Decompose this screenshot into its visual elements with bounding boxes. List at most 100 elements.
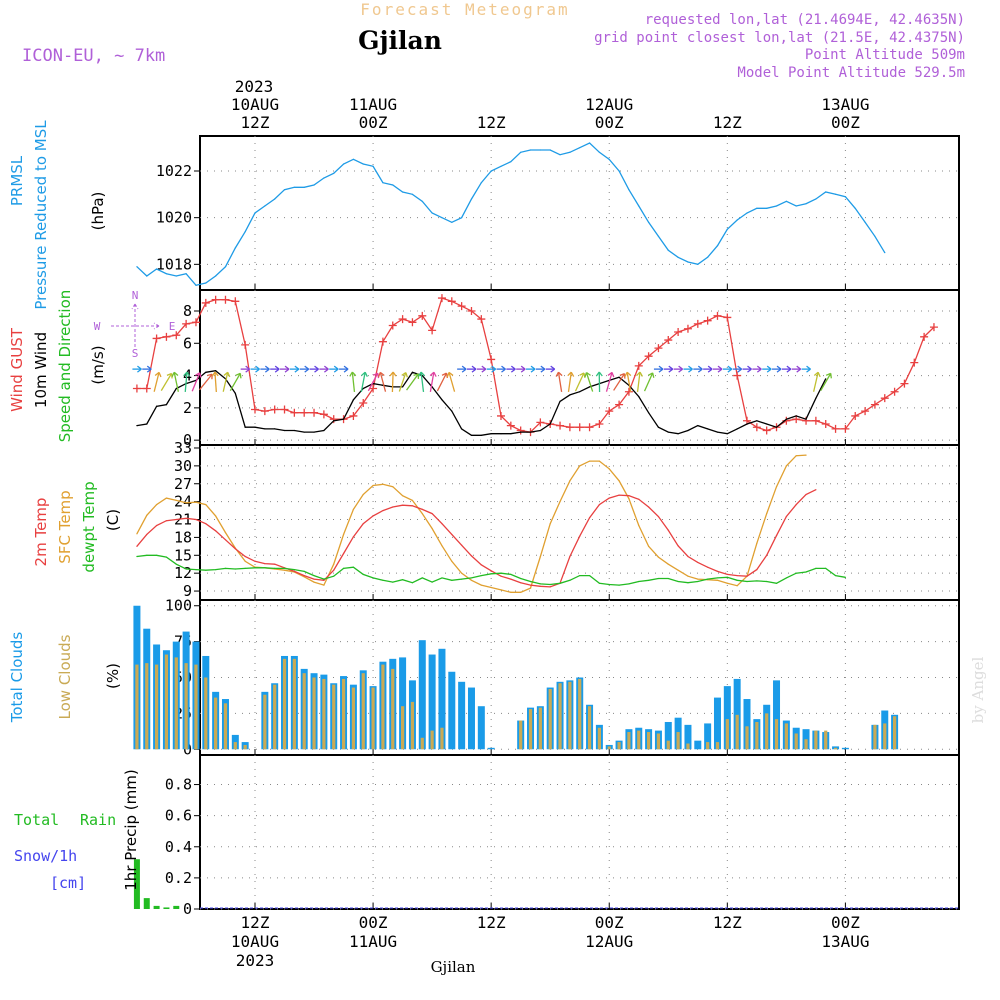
wind-direction-arrow (446, 371, 456, 392)
wind-arrow-shaft (812, 372, 819, 392)
dewpt-series-point (156, 554, 158, 556)
gust-series-point (201, 298, 210, 307)
low-cloud-bar (341, 678, 346, 750)
gust-series-point (428, 326, 437, 335)
low-cloud-bar (587, 706, 592, 750)
wind-direction-arrow (545, 365, 556, 373)
t2m-series-point (431, 512, 433, 515)
wind-arrow-head (567, 371, 575, 377)
wind-arrow-head (413, 373, 420, 379)
prmsl-series-point (303, 186, 305, 188)
prmsl-series-point (874, 235, 876, 237)
dewpt-series-point (352, 566, 354, 568)
precip-bar (153, 905, 160, 909)
wind-direction-arrow (377, 371, 387, 392)
low-cloud-bar (302, 673, 306, 750)
y-tick-label: 15 (174, 546, 192, 564)
t2m-series-point (313, 578, 315, 580)
dewpt-series-point (510, 573, 512, 575)
gust-series-point (172, 331, 181, 340)
wind-series-point (274, 428, 276, 430)
wind-arrow-head (223, 371, 231, 378)
gust-series-point (132, 384, 141, 393)
gust-series-point (693, 319, 702, 328)
sfc-temp-series-point (766, 512, 768, 515)
prmsl-series-point (382, 182, 384, 184)
t2m-series-point (775, 535, 778, 537)
prmsl-series-point (372, 165, 374, 167)
compass-w: W (94, 320, 101, 333)
prmsl-series-point (608, 158, 610, 160)
wind-arrow-head (747, 365, 752, 373)
wind-direction-arrow (693, 365, 703, 373)
wind-gust-label-group: Wind GUST (8, 327, 26, 412)
gust-series-point (270, 405, 279, 414)
clouds-unit: (%) (104, 663, 122, 689)
wind-series-point (254, 426, 256, 428)
wind-series-point (520, 431, 522, 433)
low-cloud-bar (214, 697, 218, 750)
t2m-series-point (165, 520, 168, 522)
prmsl-series-point (579, 147, 581, 149)
wind-arrow-shaft (626, 372, 632, 392)
wind-direction-arrow (636, 371, 644, 393)
wind-arrow-shaft (229, 373, 241, 392)
total-clouds-label-group: Total Clouds (8, 632, 26, 724)
prmsl-series-point (293, 186, 295, 188)
dewpt-series-point (451, 579, 453, 581)
y-tick-label: 0.4 (165, 838, 192, 856)
total-cloud-bar (458, 681, 466, 750)
t2m-series-point (195, 518, 197, 521)
wind-series-point (303, 431, 305, 433)
wind-series-point (510, 433, 512, 435)
gust-series-point (319, 410, 328, 419)
prmsl-series-point (854, 207, 856, 209)
dewpt-series-point (618, 584, 620, 586)
gust-series-point (644, 352, 653, 361)
low-cloud-bar (755, 721, 759, 750)
prmsl-series-point (411, 193, 414, 195)
wind-direction-arrow (250, 365, 260, 373)
dewpt-series-point (785, 577, 787, 579)
wind-arrow-head (520, 365, 526, 373)
gust-series-point (890, 387, 899, 396)
gust-series-point (880, 394, 889, 403)
prmsl-series-point (559, 154, 561, 156)
wind-arrow-shaft (360, 372, 366, 392)
wind-series-point (244, 426, 246, 428)
wind-arrow-head (658, 365, 664, 373)
wind-arrow-shaft (429, 372, 435, 392)
t2m-series-point (156, 524, 158, 527)
t2m-series-point (392, 506, 394, 508)
total-cloud-bar (428, 654, 436, 750)
wind-series-point (716, 431, 719, 433)
low-cloud-bar (686, 743, 690, 750)
t2m-series-point (697, 561, 699, 564)
t2m-series-point (185, 517, 187, 519)
dewpt-series-point (815, 567, 817, 570)
sfc-temp-series-point (490, 586, 492, 589)
sfc-temp-series-point (608, 468, 610, 470)
wind-direction-arrow (349, 371, 357, 393)
prmsl-series-point (254, 212, 256, 214)
wind-series-point (657, 426, 660, 428)
bottom-time-label: 12Z (713, 913, 742, 932)
wind-arrow-head (678, 365, 684, 373)
wind-direction-arrow (801, 365, 811, 373)
prmsl-series-point (362, 163, 364, 165)
prmsl-series-point (461, 217, 463, 219)
low-cloud-bar (597, 727, 601, 750)
wind-arrow-shaft (398, 372, 407, 392)
compass-e: E (169, 320, 176, 333)
wind-series-point (697, 425, 699, 427)
total-cloud-bar (467, 687, 475, 750)
t2m-series-point (500, 575, 502, 577)
wind-series-point (146, 423, 148, 425)
gust-series-point (752, 423, 761, 432)
low-cloud-bar (548, 688, 552, 750)
gust-series-point (477, 315, 486, 324)
low-clouds-label-group: Low Clouds (56, 634, 74, 719)
t2m-series-point (736, 574, 738, 577)
prmsl-series-point (815, 198, 817, 200)
